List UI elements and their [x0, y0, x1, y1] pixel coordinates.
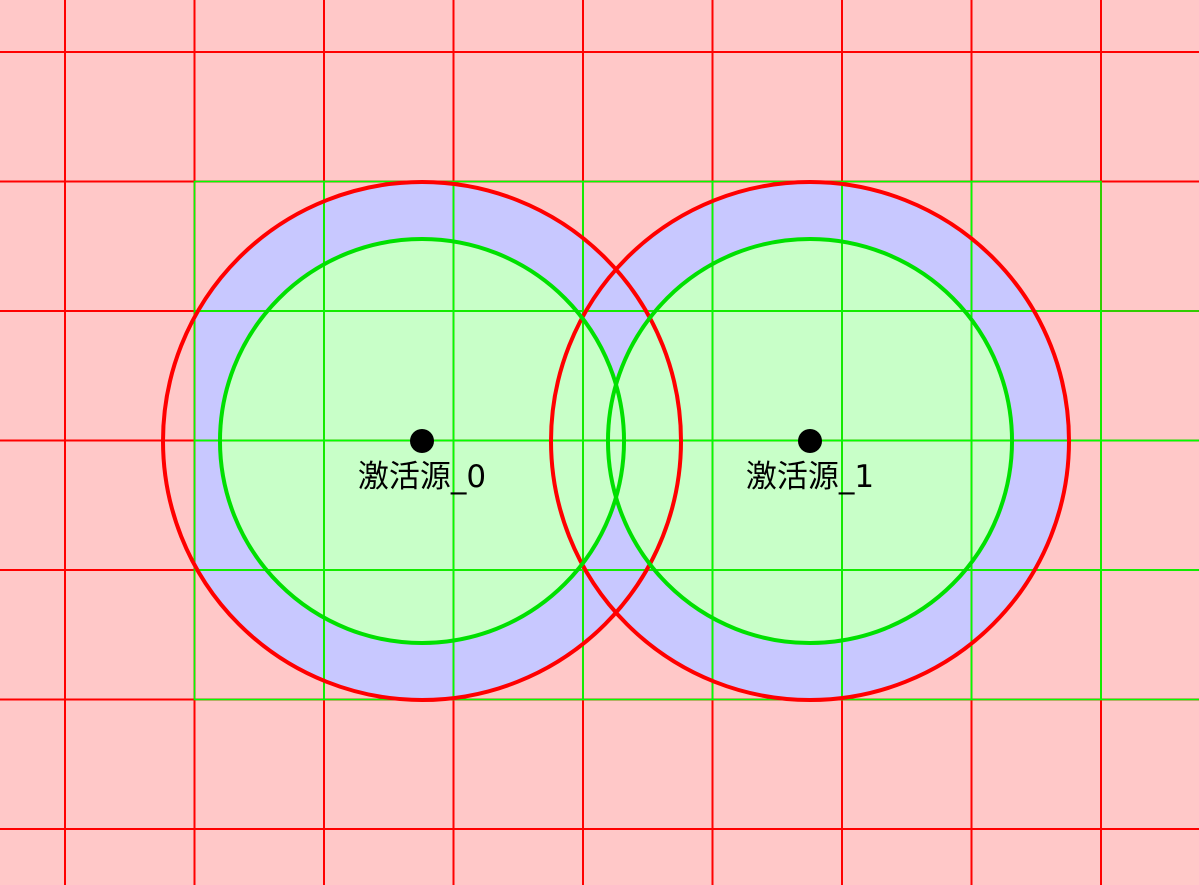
- outer-ring-0: [161, 180, 683, 702]
- source-label-1: 激活源_1: [746, 459, 874, 495]
- inner-ring-0: [217, 236, 627, 646]
- source-dot-0: [410, 429, 434, 453]
- activation-sources: 激活源_0 激活源_1: [358, 429, 874, 495]
- source-dot-1: [798, 429, 822, 453]
- range-rings: [161, 180, 1071, 702]
- source-label-0: 激活源_0: [358, 459, 486, 495]
- inner-ring-1: [605, 236, 1015, 646]
- outer-ring-1: [549, 180, 1071, 702]
- covered-cell: [1100, 569, 1199, 701]
